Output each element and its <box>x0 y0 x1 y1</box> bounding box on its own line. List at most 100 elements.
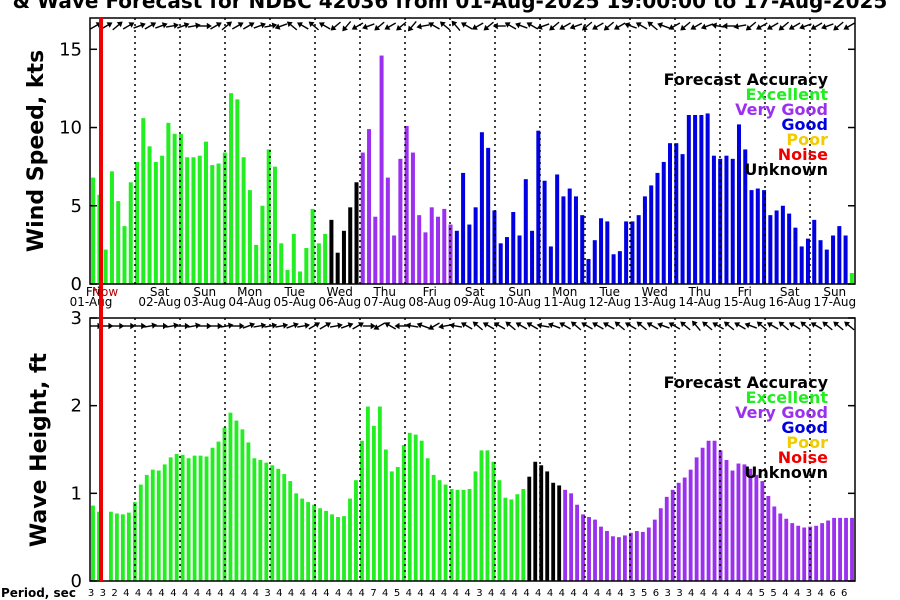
wind-y-axis-label: Wind Speed, kts <box>24 50 49 252</box>
legend-item: Poor <box>786 130 828 149</box>
bar <box>718 158 723 284</box>
bar <box>354 182 359 284</box>
bar <box>536 130 541 284</box>
bar <box>742 464 747 581</box>
bar <box>599 526 603 581</box>
x-day-label: Fri <box>423 285 437 299</box>
bar <box>551 482 556 581</box>
bar <box>247 190 252 284</box>
bar <box>555 174 560 284</box>
bar <box>573 196 578 284</box>
bar <box>843 235 848 284</box>
direction-arrow <box>384 322 397 330</box>
direction-arrow <box>122 22 135 30</box>
bar <box>329 219 334 284</box>
bar <box>486 147 491 284</box>
period-value: 4 <box>382 588 388 599</box>
bar <box>634 531 639 581</box>
bar <box>377 406 382 581</box>
period-value: 4 <box>123 588 129 599</box>
bar <box>210 165 215 284</box>
bar <box>640 531 645 581</box>
direction-arrow <box>778 21 790 31</box>
direction-arrow <box>253 22 266 29</box>
direction-arrow <box>133 322 147 330</box>
bar <box>670 489 675 581</box>
bar <box>180 454 185 581</box>
y-tick-label: 0 <box>71 571 82 592</box>
direction-arrow <box>613 22 626 30</box>
direction-arrow <box>111 322 125 330</box>
x-date-label: 07-Aug <box>363 295 406 309</box>
bar <box>147 146 152 284</box>
bar <box>216 163 221 284</box>
period-label: Period, sec <box>1 586 76 600</box>
period-value: 4 <box>464 588 470 599</box>
bar <box>204 141 209 284</box>
bar <box>805 238 810 284</box>
bar <box>760 481 765 581</box>
direction-arrow <box>668 22 681 30</box>
direction-arrow <box>155 322 168 330</box>
bar <box>186 458 191 581</box>
direction-arrow <box>220 322 234 329</box>
bar <box>832 517 836 581</box>
bar <box>498 243 503 284</box>
bar <box>360 152 365 284</box>
direction-arrow <box>472 321 484 331</box>
period-value: 4 <box>570 588 576 599</box>
direction-arrow <box>330 21 341 31</box>
direction-arrow <box>308 21 320 31</box>
bar <box>348 498 352 581</box>
bar <box>521 488 526 581</box>
bar <box>91 505 95 581</box>
bar <box>461 172 466 284</box>
direction-arrow <box>451 20 461 32</box>
bar <box>109 171 114 284</box>
bar <box>354 480 358 581</box>
x-day-label: Sun <box>193 285 216 299</box>
direction-arrow <box>407 20 417 32</box>
bar <box>366 406 370 581</box>
x-date-label: 11-Aug <box>543 295 586 309</box>
bar <box>736 463 741 581</box>
direction-arrow <box>504 22 517 30</box>
bar <box>270 465 275 581</box>
bar <box>449 488 454 581</box>
bar <box>279 243 284 284</box>
x-date-label: 08-Aug <box>408 295 451 309</box>
bar <box>688 469 693 581</box>
direction-arrow <box>505 321 516 331</box>
bar <box>174 453 179 581</box>
x-date-label: 12-Aug <box>588 295 631 309</box>
period-value: 6 <box>653 588 659 599</box>
bar <box>628 532 633 581</box>
bar <box>778 513 783 581</box>
direction-arrow <box>198 322 212 330</box>
bar <box>812 219 817 284</box>
direction-arrow <box>482 322 495 330</box>
period-value: 4 <box>135 588 141 599</box>
bar <box>661 161 666 284</box>
direction-arrow <box>342 20 352 32</box>
bar <box>680 154 685 284</box>
direction-arrow <box>549 21 560 31</box>
bar <box>479 132 484 284</box>
period-value: 3 <box>264 588 270 599</box>
bar <box>580 215 585 284</box>
period-value: 4 <box>158 588 164 599</box>
bar <box>141 118 146 284</box>
bar <box>826 520 831 581</box>
period-value: 4 <box>606 588 612 599</box>
direction-arrow <box>592 22 604 30</box>
bar <box>605 221 610 284</box>
bar <box>367 129 372 284</box>
y-tick-label: 3 <box>71 308 82 329</box>
direction-arrow <box>133 22 146 29</box>
bar <box>241 157 246 284</box>
direction-arrow <box>647 21 658 31</box>
direction-arrow <box>112 21 123 31</box>
bar <box>724 460 729 581</box>
bar <box>341 230 346 284</box>
